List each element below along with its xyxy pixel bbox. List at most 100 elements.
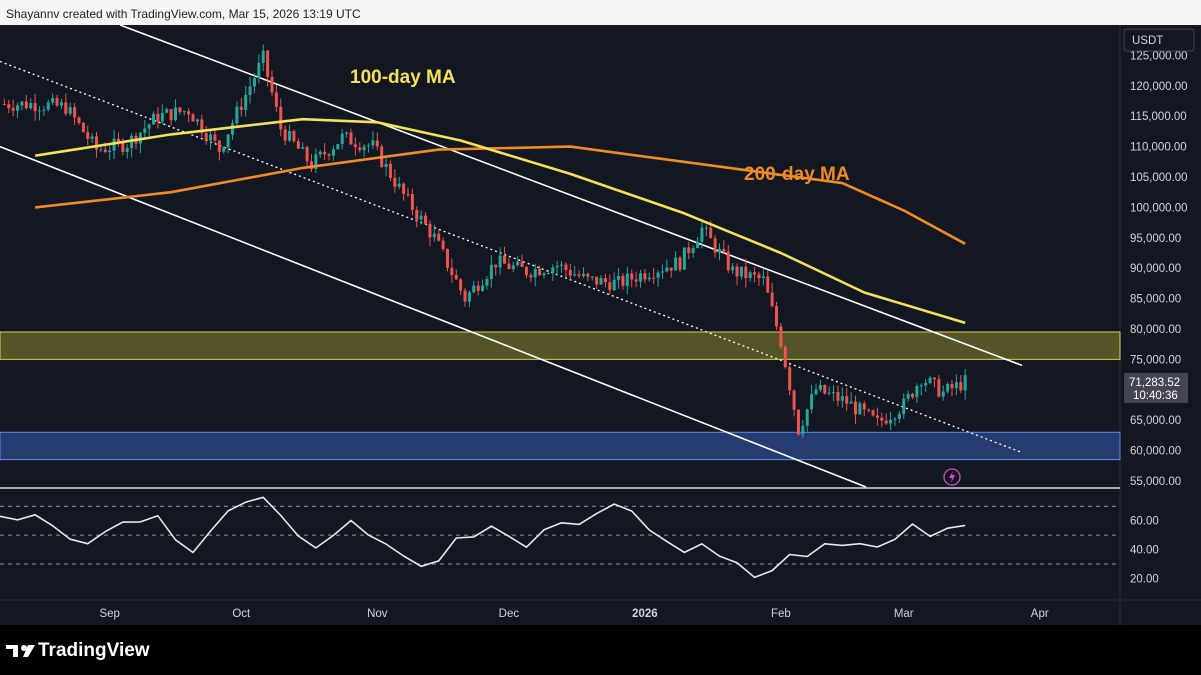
lightning-glyph <box>949 471 955 483</box>
price-tick-label: 110,000.00 <box>1130 142 1187 154</box>
candle-body <box>165 109 169 113</box>
candle-body <box>827 392 831 394</box>
candle-body <box>590 276 594 278</box>
candle-body <box>687 247 691 254</box>
candle-body <box>814 389 818 395</box>
candle-body <box>551 267 555 273</box>
candle-body <box>288 131 292 141</box>
candle-body <box>779 326 783 347</box>
candle-body <box>24 101 28 109</box>
candle-body <box>625 273 629 286</box>
candle-body <box>187 111 191 115</box>
credit-text: Shayannv created with TradingView.com, M… <box>6 7 361 21</box>
candle-body <box>73 107 77 118</box>
candle-body <box>318 151 322 155</box>
candle-body <box>459 279 463 291</box>
candle-body <box>33 103 37 112</box>
candle-body <box>402 183 406 194</box>
candle-body <box>801 425 805 435</box>
candle-body <box>928 377 932 383</box>
time-tick-label: Oct <box>232 608 251 620</box>
candle-body <box>86 132 90 139</box>
support-zone <box>0 431 1121 461</box>
candle-body <box>665 267 669 272</box>
candle-body <box>2 104 6 106</box>
last-price-box <box>1124 372 1188 403</box>
candle-body <box>292 131 296 142</box>
candle-body <box>963 375 967 391</box>
candle-body <box>279 106 283 130</box>
candle-body <box>55 98 59 106</box>
candle-body <box>555 265 559 268</box>
brand-name[interactable]: TradingView <box>38 640 150 661</box>
candle-body <box>283 129 287 141</box>
candle-body <box>810 394 814 410</box>
candle-body <box>217 140 221 152</box>
price-tick-label: 105,000.00 <box>1130 172 1188 184</box>
candle-body <box>875 415 879 418</box>
price-tick-label: 125,000.00 <box>1130 50 1188 62</box>
price-chart[interactable]: 100-day MA 200-day MA 125,000.00 120,000.00… <box>0 25 1201 625</box>
candle-body <box>204 133 208 141</box>
candle-body <box>331 149 335 156</box>
candle-body <box>941 391 945 397</box>
candle-body <box>704 227 708 229</box>
candle-body <box>524 267 528 276</box>
candle-body <box>849 401 853 404</box>
candle-body <box>90 136 94 139</box>
candle-body <box>845 396 849 404</box>
candle-body <box>7 104 11 109</box>
candle-body <box>213 134 217 141</box>
candle-body <box>467 292 471 302</box>
candle-body <box>915 386 919 398</box>
candle-body <box>336 144 340 150</box>
time-tick-label: Nov <box>367 608 388 620</box>
candle-body <box>296 141 300 149</box>
candle-body <box>950 383 954 389</box>
candle-body <box>507 263 511 269</box>
tradingview-logo-icon[interactable] <box>6 641 36 661</box>
candle-body <box>384 163 388 168</box>
candle-body <box>152 113 156 125</box>
candle-body <box>494 264 498 268</box>
candle-body <box>902 398 906 414</box>
candle-body <box>309 161 313 170</box>
candle-body <box>862 403 866 410</box>
candle-body <box>270 76 274 93</box>
candle-body <box>406 193 410 195</box>
candle-body <box>29 103 33 109</box>
footer-bar <box>0 625 1201 675</box>
candle-body <box>173 107 177 121</box>
channel-upper-line <box>119 25 1023 367</box>
candle-body <box>573 274 577 276</box>
candle-body <box>529 275 533 278</box>
price-tick-label: 100,000.00 <box>1130 202 1188 214</box>
price-tick-label: 90,000.00 <box>1130 263 1181 275</box>
candle-body <box>700 227 704 242</box>
resistance-zone <box>0 331 1121 360</box>
candle-body <box>305 147 309 162</box>
credit-bar: Shayannv created with TradingView.com, M… <box>0 0 1201 25</box>
candle-body <box>108 150 112 153</box>
time-tick-label: Apr <box>1031 608 1049 620</box>
candle-body <box>818 384 822 390</box>
candle-body <box>586 273 590 277</box>
candle-body <box>20 101 24 106</box>
candle-body <box>871 410 875 416</box>
candle-body <box>143 128 147 133</box>
candle-body <box>16 105 20 111</box>
price-tick-label: 55,000.00 <box>1130 476 1181 488</box>
candle-body <box>388 163 392 178</box>
candle-body <box>867 409 871 411</box>
candle-body <box>59 102 63 106</box>
candle-body <box>121 141 125 152</box>
candle-body <box>954 382 958 389</box>
chart-background <box>0 25 1201 625</box>
countdown-value: 10:40:36 <box>1133 390 1178 402</box>
candle-body <box>674 257 678 271</box>
candle-body <box>783 346 787 368</box>
candle-body <box>731 266 735 271</box>
candle-body <box>95 136 99 150</box>
candle-body <box>691 248 695 254</box>
candle-body <box>717 248 721 253</box>
